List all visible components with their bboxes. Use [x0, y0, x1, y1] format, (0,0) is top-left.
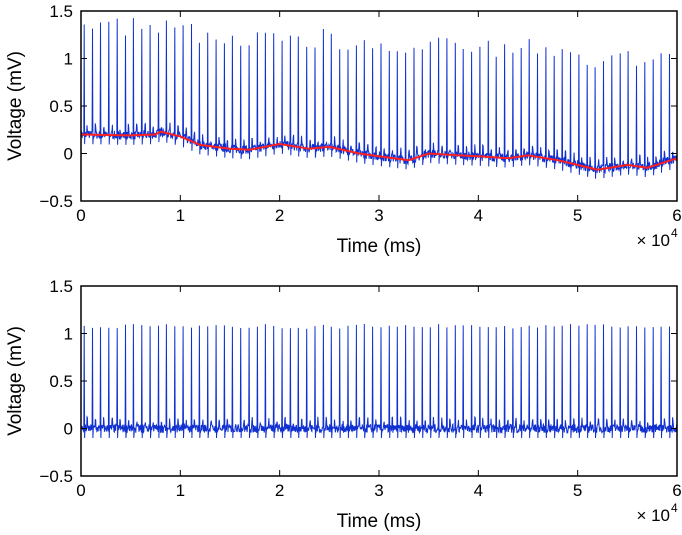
y-tick-label: 1.5	[49, 2, 73, 21]
ecg-signal-line	[80, 323, 678, 439]
x-multiplier: × 10	[636, 506, 670, 525]
y-tick-label: 0.5	[49, 372, 73, 391]
x-tick-label: 3	[374, 206, 383, 225]
y-tick-label: 1	[64, 50, 73, 69]
y-tick-label: 1	[64, 325, 73, 344]
x-tick-label: 1	[176, 206, 185, 225]
x-tick-label: 4	[474, 206, 483, 225]
x-multiplier-exponent: 4	[671, 501, 678, 515]
x-tick-label: 6	[672, 206, 681, 225]
y-tick-label: −0.5	[39, 467, 73, 486]
y-tick-label: 1.5	[49, 277, 73, 296]
x-tick-label: 6	[672, 481, 681, 500]
x-tick-label: 2	[275, 206, 284, 225]
baseline-drift-line	[80, 130, 678, 171]
x-axis-label: Time (ms)	[337, 236, 422, 257]
x-tick-label: 2	[275, 481, 284, 500]
x-tick-label: 1	[176, 481, 185, 500]
x-tick-label: 0	[76, 481, 85, 500]
y-tick-label: 0.5	[49, 97, 73, 116]
x-multiplier: × 10	[636, 231, 670, 250]
x-tick-label: 5	[573, 481, 582, 500]
x-axis-label: Time (ms)	[337, 511, 422, 532]
y-axis-label: Voltage (mV)	[5, 326, 26, 436]
y-axis-label: Voltage (mV)	[5, 51, 26, 161]
x-tick-label: 0	[76, 206, 85, 225]
y-tick-label: −0.5	[39, 192, 73, 211]
y-tick-label: 0	[64, 145, 73, 164]
x-multiplier-exponent: 4	[671, 226, 678, 240]
x-tick-label: 4	[474, 481, 483, 500]
ecg-signal-line	[80, 18, 678, 179]
x-tick-label: 5	[573, 206, 582, 225]
y-tick-label: 0	[64, 420, 73, 439]
x-tick-label: 3	[374, 481, 383, 500]
